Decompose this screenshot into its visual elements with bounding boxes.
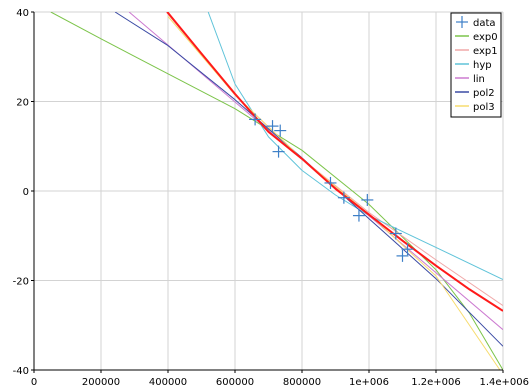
legend-label: data bbox=[473, 18, 496, 29]
legend-entry: hyp bbox=[455, 60, 492, 71]
data-point bbox=[396, 249, 409, 262]
data-point bbox=[249, 113, 262, 126]
legend-entry: lin bbox=[455, 74, 485, 85]
data-point bbox=[272, 145, 285, 158]
series-line-exp0 bbox=[50, 12, 503, 370]
y-tick-label: -20 bbox=[13, 277, 29, 288]
legend-label: pol3 bbox=[473, 102, 495, 113]
y-tick-label: 0 bbox=[23, 187, 29, 198]
tick-labels: 0 200000 400000 600000 800000 1e+006 1.2e+006 1… bbox=[13, 8, 529, 388]
legend-label: exp1 bbox=[473, 46, 498, 57]
legend-label: hyp bbox=[473, 60, 492, 71]
data-point bbox=[274, 124, 287, 137]
y-tick-label: 40 bbox=[16, 8, 29, 19]
legend-entry: exp1 bbox=[455, 46, 498, 57]
data-point bbox=[401, 243, 414, 256]
data-point bbox=[337, 191, 350, 204]
legend: data exp0 exp1 hyp lin pol2 pol3 bbox=[450, 12, 502, 118]
series-line-hyp bbox=[207, 12, 503, 281]
x-tick-label: 1.2e+006 bbox=[411, 377, 461, 388]
legend-entry: pol3 bbox=[455, 102, 495, 113]
series-lines bbox=[50, 12, 503, 370]
series-line-fit bbox=[166, 12, 503, 312]
legend-label: exp0 bbox=[473, 32, 498, 43]
legend-entry: exp0 bbox=[455, 32, 498, 43]
legend-entry: data bbox=[456, 16, 496, 29]
legend-box bbox=[450, 12, 502, 118]
legend-entry: pol2 bbox=[455, 88, 495, 99]
data-point bbox=[352, 209, 365, 222]
x-tick-label: 1e+006 bbox=[349, 377, 389, 388]
data-point bbox=[361, 193, 374, 206]
x-tick-label: 800000 bbox=[283, 377, 321, 388]
data-points bbox=[249, 113, 414, 262]
x-tick-label: 600000 bbox=[216, 377, 254, 388]
data-point bbox=[266, 120, 279, 133]
legend-label: lin bbox=[473, 74, 485, 85]
x-tick-label: 0 bbox=[31, 377, 37, 388]
y-tick-label: -40 bbox=[13, 366, 29, 377]
data-point bbox=[324, 176, 337, 189]
x-tick-label: 200000 bbox=[82, 377, 120, 388]
y-tick-label: 20 bbox=[16, 98, 29, 109]
x-tick-label: 400000 bbox=[149, 377, 187, 388]
x-tick-label: 1.4e+006 bbox=[479, 377, 529, 388]
legend-label: pol2 bbox=[473, 88, 495, 99]
data-point bbox=[389, 227, 402, 240]
